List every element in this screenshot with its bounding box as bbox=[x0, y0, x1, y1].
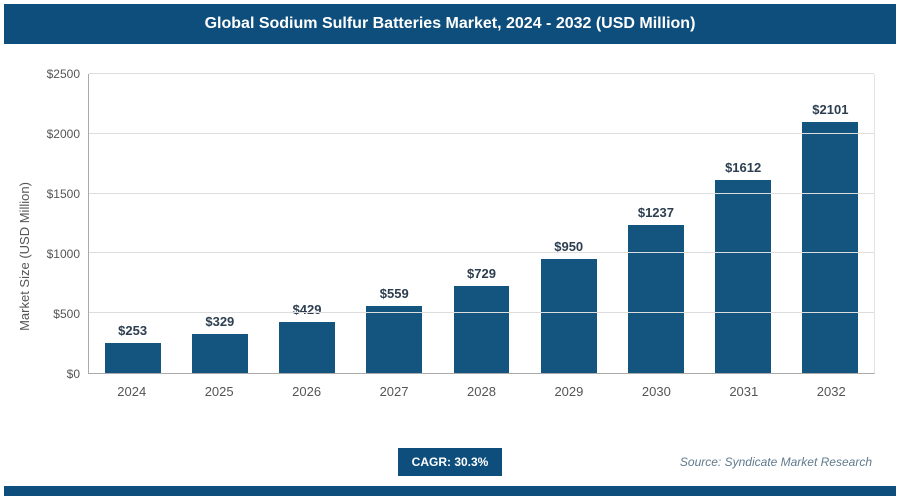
gridline bbox=[89, 192, 874, 194]
gridline bbox=[89, 312, 874, 314]
gridline bbox=[89, 73, 874, 74]
y-tick-label: $2000 bbox=[46, 127, 80, 141]
cagr-badge: CAGR: 30.3% bbox=[397, 448, 503, 476]
bar bbox=[628, 225, 684, 373]
plot-area: $253 $329 $429 $559 $729 $950 $1237 $1612 $2101 bbox=[88, 73, 875, 374]
bar-column: $2101 bbox=[787, 74, 874, 373]
bar-value-label: $559 bbox=[379, 286, 409, 302]
bar-value-label: $729 bbox=[467, 265, 496, 281]
y-axis-label: Market Size (USD Million) bbox=[16, 181, 32, 331]
bottom-accent-bar bbox=[4, 486, 896, 496]
bar-value-label: $329 bbox=[205, 313, 235, 329]
bar-value-label: $950 bbox=[554, 239, 584, 255]
chart-region: Market Size (USD Million) $0 $500 $1000 $15… bbox=[0, 44, 900, 438]
x-tick-label: 2027 bbox=[379, 384, 409, 399]
bar-value-label: $1237 bbox=[637, 205, 674, 221]
x-tick-label: 2031 bbox=[729, 384, 759, 399]
x-axis: 2024 2025 2026 2027 2028 2029 2030 2031 2032 bbox=[88, 374, 875, 399]
gridline bbox=[89, 132, 874, 134]
bar-value-label: $2101 bbox=[812, 101, 849, 117]
bars-row: $253 $329 $429 $559 $729 $950 $1237 $1612 $2101 bbox=[89, 74, 874, 373]
bar bbox=[715, 180, 772, 373]
footer-row: CAGR: 30.3% Source: Syndicate Market Res… bbox=[0, 438, 900, 486]
axes-row: $0 $500 $1000 $1500 $2000 $2500 $253 $329 $429 $… bbox=[36, 67, 875, 381]
x-tick-label: 2026 bbox=[292, 384, 322, 399]
y-tick-label: $500 bbox=[53, 307, 80, 321]
y-axis: $0 $500 $1000 $1500 $2000 $2500 bbox=[36, 67, 88, 381]
bar bbox=[453, 285, 510, 373]
bar bbox=[366, 306, 423, 373]
bar-column: $429 bbox=[263, 74, 350, 373]
bar-value-label: $1612 bbox=[725, 160, 762, 176]
bar bbox=[802, 121, 859, 373]
y-tick-label: $1500 bbox=[46, 187, 80, 201]
y-axis-label-wrap: Market Size (USD Million) bbox=[12, 74, 36, 438]
x-tick-label: 2030 bbox=[641, 384, 671, 399]
bar-column: $253 bbox=[89, 74, 176, 373]
gridline bbox=[89, 252, 874, 254]
y-tick-label: $1000 bbox=[46, 247, 80, 261]
x-tick-label: 2025 bbox=[204, 384, 234, 399]
bar-column: $1612 bbox=[700, 74, 787, 373]
chart-title: Global Sodium Sulfur Batteries Market, 2… bbox=[4, 4, 896, 44]
bar-column: $729 bbox=[438, 74, 525, 373]
source-text: Source: Syndicate Market Research bbox=[679, 455, 872, 469]
x-tick-label: 2029 bbox=[554, 384, 584, 399]
bar bbox=[104, 342, 161, 373]
bar-column: $950 bbox=[525, 74, 612, 373]
y-tick-label: $2500 bbox=[46, 67, 80, 81]
bar-column: $329 bbox=[176, 74, 263, 373]
chart-body: $0 $500 $1000 $1500 $2000 $2500 $253 $329 $429 $… bbox=[36, 67, 875, 438]
bar-column: $559 bbox=[351, 74, 438, 373]
bar bbox=[279, 321, 335, 373]
x-tick-label: 2032 bbox=[816, 384, 846, 399]
x-tick-label: 2024 bbox=[117, 384, 147, 399]
bar-value-label: $253 bbox=[118, 322, 148, 338]
y-tick-label: $0 bbox=[66, 367, 80, 381]
bar bbox=[540, 259, 597, 373]
bar bbox=[191, 333, 248, 373]
bar-value-label: $429 bbox=[292, 301, 322, 317]
x-tick-label: 2028 bbox=[467, 384, 496, 399]
bar-column: $1237 bbox=[612, 74, 699, 373]
